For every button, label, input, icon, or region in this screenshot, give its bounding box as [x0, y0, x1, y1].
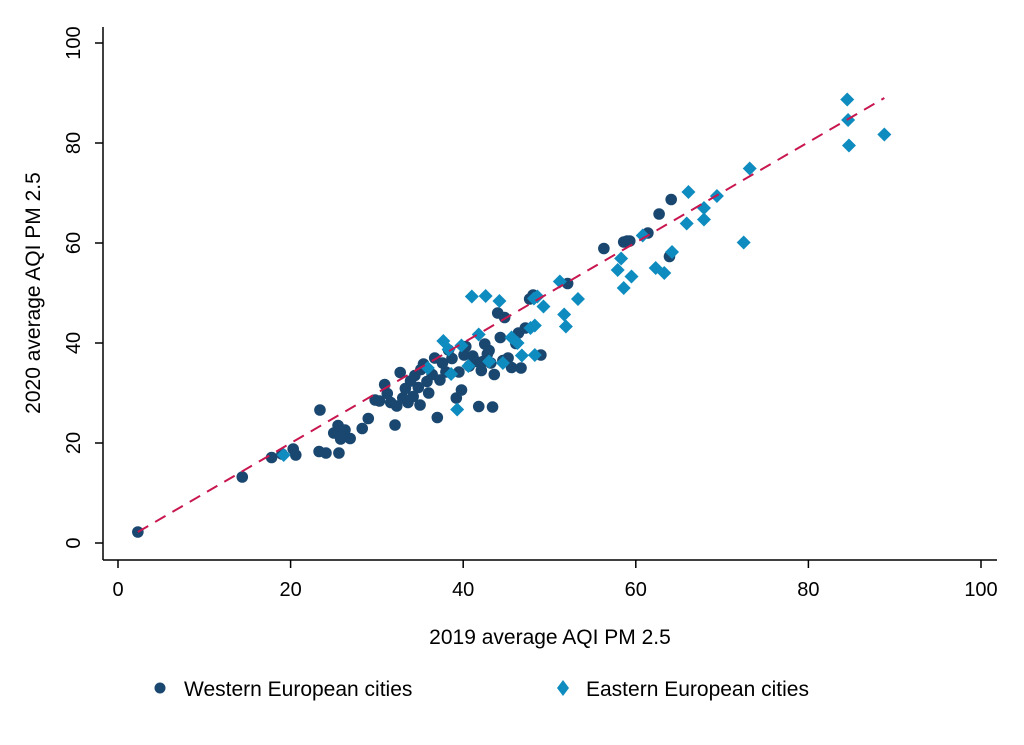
western-city-point — [314, 404, 326, 416]
eastern-city-point — [665, 245, 680, 259]
western-city-point — [431, 411, 444, 424]
western-city-point — [486, 401, 499, 413]
y-tick-label: 0 — [63, 537, 85, 548]
x-tick-label: 0 — [112, 579, 123, 601]
eastern-city-point — [464, 289, 479, 304]
y-axis-title: 2020 average AQI PM 2.5 — [22, 172, 45, 414]
eastern-city-point — [514, 348, 529, 363]
western-city-point — [488, 368, 501, 381]
y-tick-label: 20 — [63, 432, 85, 454]
western-city-point — [333, 447, 345, 459]
western-city-point — [665, 193, 677, 206]
western-city-point — [390, 400, 403, 412]
western-city-point — [623, 235, 636, 247]
western-city-point — [475, 364, 488, 377]
western-city-point — [505, 361, 518, 374]
y-tick-label: 60 — [63, 232, 85, 254]
western-city-point — [412, 381, 425, 394]
western-city-point — [598, 242, 610, 255]
western-city-point — [422, 387, 435, 399]
eastern-city-point — [877, 127, 892, 142]
eastern-city-point — [482, 354, 497, 369]
eastern-city-point — [441, 342, 456, 357]
x-tick-label: 100 — [964, 579, 997, 601]
eastern-city-point — [681, 185, 696, 199]
y-tick-label: 100 — [63, 26, 85, 59]
y-tick-label: 80 — [63, 132, 85, 154]
eastern-city-point — [510, 336, 525, 350]
eastern-city-point — [557, 307, 572, 322]
eastern-city-point — [461, 359, 476, 373]
western-city-point — [236, 471, 249, 483]
western-city-point — [434, 374, 446, 386]
legend: Western European cities Eastern European… — [154, 678, 809, 701]
x-tick-label: 80 — [797, 579, 819, 601]
western-city-point — [436, 357, 449, 369]
western-city-point — [381, 387, 394, 400]
x-axis-title: 2019 average AQI PM 2.5 — [429, 626, 671, 649]
western-city-point — [389, 419, 401, 431]
y-tick-label: 40 — [63, 332, 85, 354]
western-city-point — [344, 432, 356, 445]
eastern-city-point — [679, 216, 694, 231]
eastern-city-point — [736, 235, 751, 250]
ticks-layer: 0 20 40 60 80 100 0 20 40 60 80 100 — [63, 26, 998, 601]
eastern-city-point — [616, 281, 631, 295]
western-city-point — [362, 412, 375, 425]
western-city-point — [339, 424, 351, 436]
eastern-city-point — [536, 299, 551, 314]
eastern-city-point — [495, 356, 510, 370]
fit-line — [137, 97, 885, 533]
western-city-point — [373, 395, 386, 407]
x-tick-label: 40 — [452, 579, 474, 601]
eastern-city-point — [610, 263, 625, 277]
eastern-city-point — [527, 318, 542, 333]
eastern-city-point — [841, 138, 856, 153]
eastern-city-point — [444, 367, 459, 381]
western-city-point — [653, 208, 665, 220]
western-city-point — [472, 400, 485, 413]
eastern-city-point — [527, 348, 542, 362]
eastern-city-point — [657, 266, 672, 280]
eastern-city-point — [696, 212, 711, 227]
western-city-point — [356, 422, 369, 435]
eastern-city-point — [450, 402, 465, 417]
x-tick-label: 20 — [279, 579, 301, 601]
eastern-city-point — [530, 289, 545, 304]
eastern-city-point — [276, 448, 291, 462]
eastern-city-point — [696, 201, 711, 215]
eastern-city-point — [614, 251, 629, 266]
eastern-city-point — [492, 294, 507, 308]
eastern-city-point — [570, 292, 585, 306]
legend-marker-eastern — [557, 680, 569, 696]
western-city-point — [407, 390, 419, 403]
western-city-point — [494, 331, 507, 344]
legend-marker-western — [154, 682, 166, 694]
western-city-point — [394, 366, 407, 379]
points-layer — [132, 92, 892, 538]
eastern-city-point — [742, 161, 757, 176]
western-city-point — [265, 451, 278, 464]
western-city-point — [289, 449, 302, 461]
eastern-city-point — [471, 327, 486, 342]
eastern-city-point — [558, 319, 573, 334]
western-city-point — [320, 447, 332, 459]
eastern-city-point — [454, 338, 469, 353]
legend-label-western: Western European cities — [184, 678, 412, 701]
legend-label-eastern: Eastern European cities — [586, 678, 809, 701]
eastern-city-point — [635, 228, 650, 243]
western-city-point — [455, 384, 468, 396]
x-tick-label: 60 — [625, 579, 647, 601]
eastern-city-point — [478, 289, 493, 303]
eastern-city-point — [552, 274, 567, 289]
western-city-point — [483, 344, 495, 357]
western-city-point — [515, 362, 527, 374]
western-city-point — [414, 399, 426, 411]
eastern-city-point — [840, 92, 855, 107]
eastern-city-point — [624, 269, 639, 284]
